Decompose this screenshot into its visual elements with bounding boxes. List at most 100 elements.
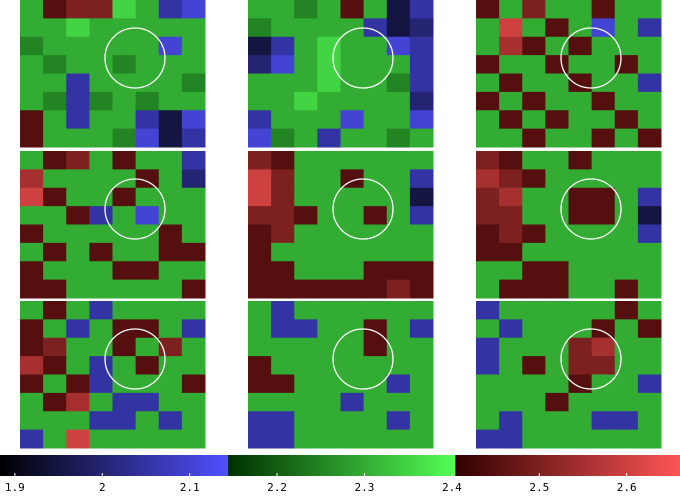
cell xyxy=(294,91,318,111)
cell xyxy=(43,356,67,375)
cell xyxy=(89,55,113,74)
cell xyxy=(112,279,137,299)
cell xyxy=(568,392,593,412)
cell xyxy=(294,261,318,281)
cell xyxy=(135,429,160,449)
cell xyxy=(43,392,67,412)
cell xyxy=(637,242,662,262)
cell xyxy=(158,411,183,431)
cell xyxy=(340,411,365,431)
aperture-circle xyxy=(104,178,166,240)
cell xyxy=(591,187,616,207)
cell xyxy=(271,187,295,207)
cell xyxy=(545,36,569,56)
cell xyxy=(43,374,67,394)
cell xyxy=(545,319,569,339)
cell xyxy=(271,55,295,74)
cell xyxy=(66,206,90,225)
cell xyxy=(66,169,90,189)
cell xyxy=(522,91,546,111)
cell xyxy=(294,187,318,207)
cell xyxy=(522,187,546,207)
cell xyxy=(248,169,272,189)
cell xyxy=(89,224,113,244)
cell xyxy=(294,55,318,74)
cell xyxy=(499,374,523,394)
cell xyxy=(499,261,523,281)
cell xyxy=(476,187,500,207)
cell xyxy=(20,206,44,225)
cell xyxy=(294,374,318,394)
cell xyxy=(363,279,388,299)
cell xyxy=(614,261,639,281)
cell xyxy=(637,374,662,394)
cell xyxy=(591,206,616,225)
cell xyxy=(363,301,388,320)
cell xyxy=(112,0,137,19)
colorbar-tick-label: 2.3 xyxy=(355,481,375,494)
cell xyxy=(545,374,569,394)
cell xyxy=(158,261,183,281)
cell xyxy=(89,91,113,111)
cell xyxy=(522,356,546,375)
cell xyxy=(294,151,318,170)
cell xyxy=(317,337,341,357)
cell xyxy=(386,374,411,394)
cell xyxy=(66,110,90,130)
colorbar-tick-label: 2.1 xyxy=(180,481,200,494)
cell xyxy=(181,242,206,262)
cell xyxy=(476,374,500,394)
cell xyxy=(614,110,639,130)
cell xyxy=(637,301,662,320)
cell xyxy=(43,128,67,148)
cell xyxy=(248,279,272,299)
cell xyxy=(340,429,365,449)
cell xyxy=(248,73,272,93)
cell xyxy=(476,319,500,339)
cell xyxy=(43,242,67,262)
cell xyxy=(522,55,546,74)
cell xyxy=(386,261,411,281)
cell xyxy=(294,337,318,357)
cell xyxy=(637,110,662,130)
cell xyxy=(317,0,341,19)
cell xyxy=(499,151,523,170)
cell xyxy=(158,392,183,412)
cell xyxy=(476,36,500,56)
cell xyxy=(499,36,523,56)
cell xyxy=(591,392,616,412)
cell xyxy=(545,18,569,38)
cell xyxy=(568,110,593,130)
cell xyxy=(112,374,137,394)
cell xyxy=(476,429,500,449)
cell xyxy=(340,261,365,281)
cell xyxy=(158,169,183,189)
cell xyxy=(135,18,160,38)
cell xyxy=(499,279,523,299)
cell xyxy=(591,151,616,170)
cell xyxy=(409,128,434,148)
cell xyxy=(522,374,546,394)
cell xyxy=(135,392,160,412)
cell xyxy=(545,128,569,148)
cell xyxy=(614,128,639,148)
cell xyxy=(112,91,137,111)
cell xyxy=(89,36,113,56)
colorbar-segment xyxy=(0,455,229,476)
cell xyxy=(591,55,616,74)
cell xyxy=(637,261,662,281)
cell xyxy=(181,169,206,189)
cell xyxy=(89,187,113,207)
cell xyxy=(294,18,318,38)
cell xyxy=(317,429,341,449)
cell xyxy=(317,151,341,170)
cell xyxy=(89,356,113,375)
cell xyxy=(112,187,137,207)
cell xyxy=(614,0,639,19)
cell xyxy=(20,73,44,93)
cell xyxy=(248,411,272,431)
cell xyxy=(20,151,44,170)
cell xyxy=(89,301,113,320)
cell xyxy=(317,55,341,74)
cell xyxy=(476,110,500,130)
